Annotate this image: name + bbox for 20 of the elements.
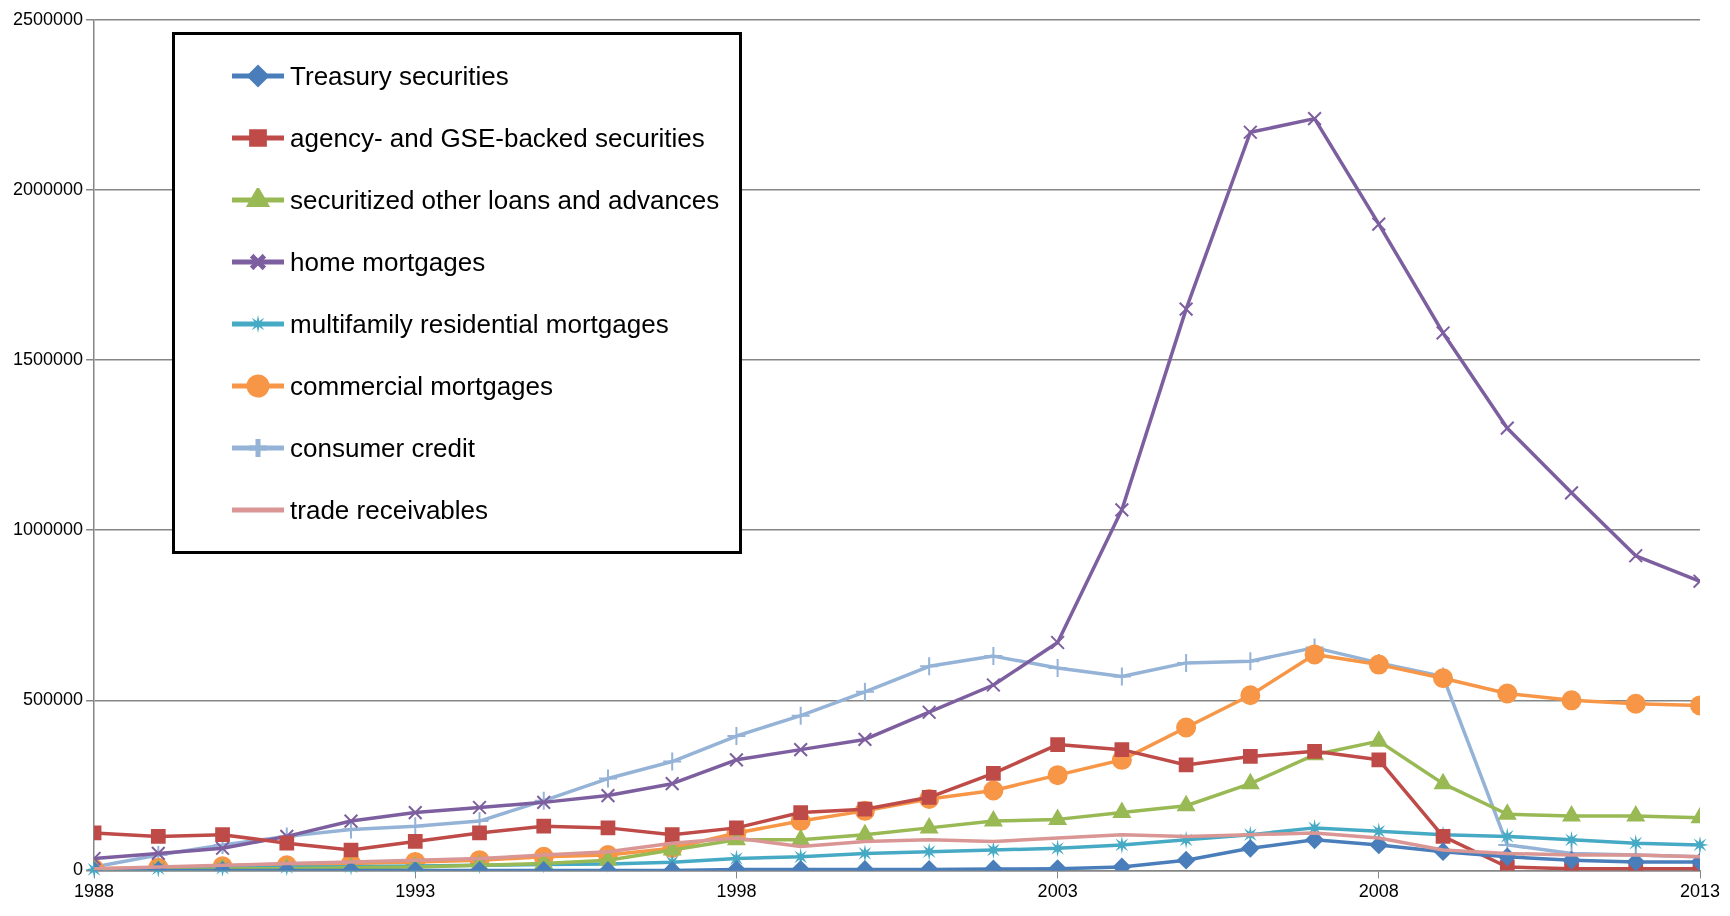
legend-label: trade receivables [290, 494, 489, 526]
y-tick-label: 1000000 [13, 519, 84, 540]
y-tick-label: 2000000 [13, 179, 84, 200]
legend-label: multifamily residential mortgages [290, 308, 669, 340]
y-tick-label: 1500000 [13, 349, 84, 370]
legend-label: commercial mortgages [290, 370, 554, 402]
legend-label: agency- and GSE-backed securities [290, 122, 705, 154]
legend-label: securitized other loans and advances [290, 184, 720, 216]
legend-label: Treasury securities [290, 60, 509, 92]
x-tick-label: 2003 [1037, 881, 1078, 902]
y-tick-label: 2500000 [13, 8, 84, 29]
legend-label: consumer credit [290, 432, 476, 464]
x-tick-label: 2013 [1679, 881, 1721, 902]
x-tick-label: 1993 [395, 881, 436, 902]
legend-label: home mortgages [290, 246, 486, 278]
x-tick-label: 1988 [74, 881, 115, 902]
y-tick-label: 0 [73, 859, 84, 880]
x-tick-label: 2008 [1358, 881, 1399, 902]
x-tick-label: 1998 [716, 881, 757, 902]
y-tick-label: 500000 [23, 689, 84, 710]
